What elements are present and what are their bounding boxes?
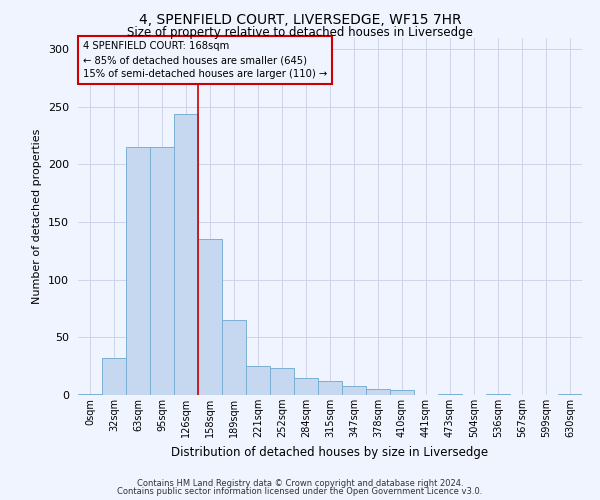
Text: Size of property relative to detached houses in Liversedge: Size of property relative to detached ho…: [127, 26, 473, 39]
Bar: [366, 389, 390, 395]
Bar: [270, 368, 294, 395]
Bar: [318, 381, 342, 395]
Text: Contains public sector information licensed under the Open Government Licence v3: Contains public sector information licen…: [118, 487, 482, 496]
Bar: [486, 394, 510, 395]
Bar: [294, 378, 318, 395]
Bar: [102, 358, 126, 395]
Bar: [174, 114, 198, 395]
Text: 4, SPENFIELD COURT, LIVERSEDGE, WF15 7HR: 4, SPENFIELD COURT, LIVERSEDGE, WF15 7HR: [139, 12, 461, 26]
Y-axis label: Number of detached properties: Number of detached properties: [32, 128, 42, 304]
Text: Contains HM Land Registry data © Crown copyright and database right 2024.: Contains HM Land Registry data © Crown c…: [137, 478, 463, 488]
Bar: [198, 240, 222, 395]
Bar: [342, 386, 366, 395]
Bar: [558, 394, 582, 395]
Bar: [150, 147, 174, 395]
Bar: [246, 366, 270, 395]
Bar: [222, 320, 246, 395]
Bar: [390, 390, 414, 395]
X-axis label: Distribution of detached houses by size in Liversedge: Distribution of detached houses by size …: [172, 446, 488, 458]
Text: 4 SPENFIELD COURT: 168sqm
← 85% of detached houses are smaller (645)
15% of semi: 4 SPENFIELD COURT: 168sqm ← 85% of detac…: [83, 41, 327, 79]
Bar: [438, 394, 462, 395]
Bar: [126, 147, 150, 395]
Bar: [78, 394, 102, 395]
